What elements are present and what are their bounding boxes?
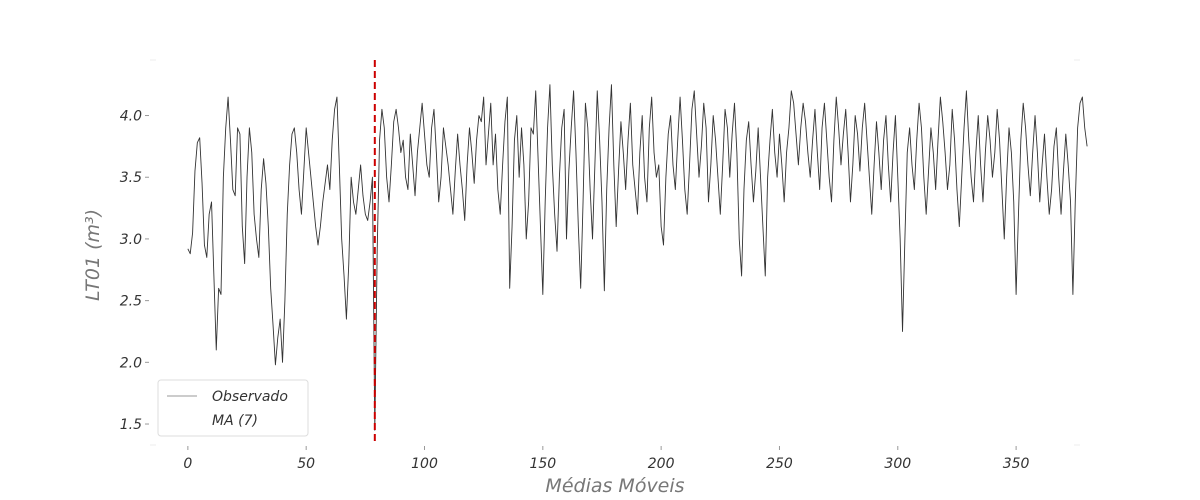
legend-label-ma: MA (7) [212, 413, 258, 429]
y-axis: 1.5 2.0 2.5 3.0 3.5 4.0 [120, 109, 149, 433]
x-tick-label: 250 [766, 456, 793, 472]
y-tick-label: 3.5 [120, 170, 142, 186]
y-tick-label: 1.5 [120, 417, 142, 433]
x-tick-label: 150 [529, 456, 556, 472]
x-tick-label: 350 [1003, 456, 1030, 472]
x-tick-label: 50 [297, 456, 315, 472]
legend-box [157, 379, 309, 437]
plot-area [150, 59, 1080, 446]
y-tick-label: 2.5 [120, 294, 142, 310]
x-tick-label: 0 [183, 456, 192, 472]
y-tick-label: 2.0 [120, 355, 142, 371]
x-tick-label: 200 [648, 456, 675, 472]
legend: Observado MA (7) [157, 379, 309, 437]
x-axis-label: Médias Móveis [545, 475, 684, 497]
series-observado-halo [186, 83, 1089, 432]
legend-label-observado: Observado [212, 389, 288, 405]
y-tick-label: 3.0 [120, 232, 142, 248]
x-tick-label: 100 [411, 456, 438, 472]
x-tick-label: 300 [884, 456, 911, 472]
series-observado-line [187, 84, 1088, 431]
x-axis: 0 50 100 150 200 250 300 350 [183, 446, 1030, 472]
series-layer [186, 83, 1089, 432]
y-tick-label: 4.0 [120, 109, 142, 125]
y-axis-label: LT01 (m³) [82, 209, 104, 301]
